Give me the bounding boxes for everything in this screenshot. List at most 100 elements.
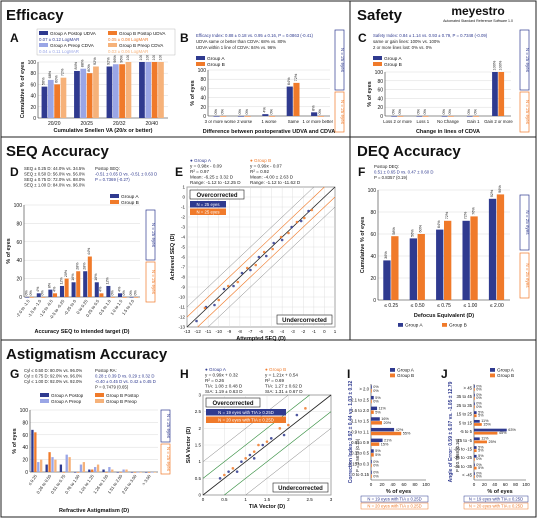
panel-letter-a: A	[10, 31, 19, 45]
x-tick-label: 3 or more worse	[205, 119, 237, 124]
y-tick-label: 0.5	[195, 476, 202, 481]
bar-value-label: 0%	[448, 108, 452, 114]
stat-label: 0.04 ± 0.11 LogMAR	[39, 49, 79, 54]
bar-1	[62, 472, 65, 473]
legend-swatch	[39, 43, 48, 47]
x-axis-label: Defocus Equivalent (D)	[414, 313, 474, 319]
x-tick-label: 100	[422, 482, 430, 487]
y-tick-label: 100	[20, 408, 29, 414]
scatter-point-group-b	[257, 443, 260, 447]
bar-group-b	[371, 474, 372, 478]
bar-value-label: 0%	[467, 108, 471, 114]
bar-2	[86, 73, 93, 118]
x-tick-label: 3	[330, 497, 333, 502]
scatter-point-group-b	[310, 208, 314, 212]
side-d-n-b: N = 25 eyes	[151, 270, 156, 295]
bar-0	[59, 464, 63, 472]
legend-swatch-f-b	[442, 323, 447, 327]
bar-3	[139, 472, 142, 473]
note-f-line: 0.51 ± 0.65 D vs. 0.47 ± 0.60 D	[374, 170, 433, 175]
bar-value-label: 4%	[36, 286, 40, 292]
y-tick-label: -9	[181, 285, 185, 290]
x-tick-label: -1	[312, 329, 316, 334]
scatter-point-group-a	[290, 225, 293, 229]
bar-group-a	[474, 437, 480, 441]
bar-value-label: 0%	[442, 108, 446, 114]
x-tick-label: 80	[513, 482, 519, 487]
bar-3	[40, 459, 43, 472]
x-axis-label: Attempted SEQ (D)	[236, 336, 286, 342]
y-tick-label: 60	[377, 88, 383, 94]
bar-group-b	[371, 410, 374, 414]
y-axis-label: Achieved SEQ (D)	[170, 233, 176, 280]
x-tick-label: 0.5	[221, 497, 228, 502]
bar-0	[488, 198, 497, 300]
overcorrected-box	[189, 189, 245, 200]
x-tick-label: -5	[270, 329, 274, 334]
panel-letter-g: G	[10, 367, 19, 381]
bar-value-label: 20%	[384, 421, 392, 425]
stats-group-b-line: y = 0.99x - 0.07	[250, 164, 282, 169]
scatter-point-group-a	[240, 271, 244, 275]
bar-value-label: 5%	[375, 410, 381, 414]
y-tick-label: -12	[178, 315, 185, 320]
bar-group-b	[371, 463, 372, 468]
scatter-point-group-b	[244, 457, 247, 460]
y-axis-label: Cumulative % of eyes	[360, 217, 366, 274]
scatter-point-group-a	[257, 255, 261, 259]
y-tick-label: -6	[181, 255, 185, 260]
bar-0	[71, 282, 76, 297]
y-tick-label: 80	[30, 71, 36, 77]
x-axis-label: % of eyes	[386, 489, 411, 495]
legend-label-f-a: Group A	[405, 323, 423, 329]
x-tick-label: 20/20	[48, 121, 61, 127]
x-tick-label: 0	[323, 329, 326, 334]
bar-value-label: 0%	[373, 389, 379, 393]
bar-group-b	[474, 440, 487, 444]
stats-group-b-line: ● Group B	[250, 158, 271, 163]
bar-group-a	[371, 417, 380, 421]
bar-value-label: 44%	[87, 247, 91, 255]
bar-0	[116, 472, 119, 473]
undercorrected-box	[272, 482, 329, 493]
bar-group-a	[474, 454, 477, 458]
y-tick-label: 0	[19, 295, 22, 301]
y-tick-label: 1.6 to 2.0	[351, 408, 370, 413]
side-g-n-a-box	[160, 409, 171, 443]
side-d-n-a-group: N = 25 eyes	[145, 209, 156, 261]
stats-group-a-line: TIA: 1.08 ± 0.48 D	[205, 384, 243, 389]
bar-value-label: 0%	[373, 400, 379, 404]
scatter-point-group-b	[245, 266, 249, 270]
scatter-point-group-b	[304, 407, 307, 410]
legend-label: Group A	[207, 56, 225, 62]
x-tick-label: -12	[194, 329, 201, 334]
x-tick-label: 80	[412, 482, 418, 487]
tolerance-line-upper	[186, 186, 325, 318]
y-tick-label: -10	[178, 295, 185, 300]
legend-swatch	[39, 31, 48, 35]
bar-group-b	[371, 399, 372, 404]
stats-group-b-line: y = 1.21x + 0.54	[265, 373, 298, 378]
stats-group-b-line: Range: -1.12 to -11.62 D	[250, 180, 301, 185]
stats-group-a-line: Range: -1.12 to -12.25 D	[190, 180, 241, 185]
bar-value-label: 0%	[476, 457, 482, 461]
bar-1	[391, 236, 399, 300]
scatter-point-group-b	[236, 280, 240, 284]
n-group-b-label: N = 20 eyes with TIA ≥ 0.25D	[469, 504, 523, 509]
scatter-point-group-a	[240, 460, 243, 463]
side-n-b-group: N = 25 eyes	[334, 91, 345, 133]
bar-value-label: 16%	[94, 273, 98, 281]
bar-value-label: 92%	[490, 189, 494, 197]
bar-group-b	[474, 388, 475, 391]
y-axis-label: % of eyes	[367, 81, 373, 106]
x-tick-label: 40	[492, 482, 498, 487]
bar-value-label: 12%	[106, 276, 110, 284]
y-tick-label: 20	[16, 277, 22, 283]
bar-group-b	[474, 431, 498, 435]
scatter-point-group-a	[299, 219, 303, 223]
bar-0	[462, 220, 470, 300]
bar-group-a	[474, 419, 480, 423]
